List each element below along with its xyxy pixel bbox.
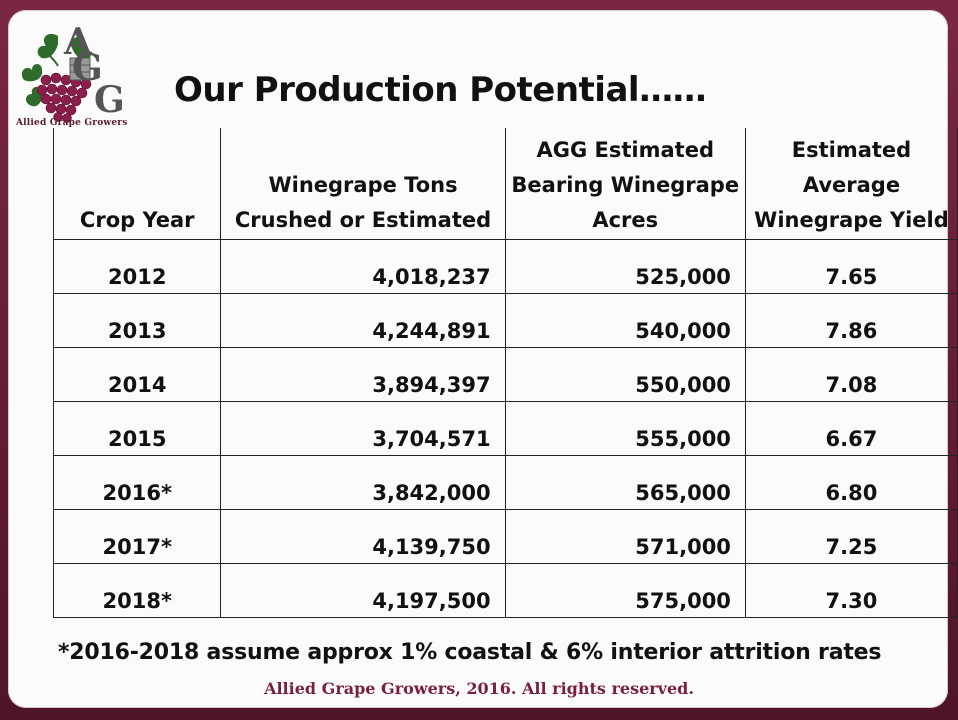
table-row: 2018* 4,197,500 575,000 7.30 (52, 563, 958, 618)
logo-letter-g1: G (72, 47, 103, 89)
logo-caption: Allied Grape Growers (16, 118, 128, 128)
cell-tons: 3,894,397 (220, 347, 506, 402)
cell-year: 2017* (52, 509, 222, 564)
cell-acres: 550,000 (504, 347, 746, 402)
header-tons: Winegrape Tons Crushed or Estimated (220, 128, 506, 240)
cell-acres: 525,000 (504, 239, 746, 294)
cell-tons: 4,139,750 (220, 509, 506, 564)
agg-logo (21, 33, 92, 123)
cell-year: 2015 (52, 401, 222, 456)
copyright-notice: Allied Grape Growers, 2016. All rights r… (264, 679, 694, 698)
cell-tons: 3,704,571 (220, 401, 506, 456)
table-row: 2012 4,018,237 525,000 7.65 (52, 239, 958, 294)
cell-year: 2016* (52, 455, 222, 510)
header-acres: AGG Estimated Bearing Winegrape Acres (504, 128, 746, 240)
page-title: Our Production Potential…… (174, 70, 707, 110)
cell-year: 2018* (52, 563, 222, 618)
header-yield: Estimated Average Winegrape Yield (744, 128, 958, 240)
cell-yield: 7.86 (744, 293, 958, 348)
cell-year: 2012 (52, 239, 222, 294)
cell-yield: 7.25 (744, 509, 958, 564)
logo-letter-a: A (64, 21, 92, 63)
cell-acres: 571,000 (504, 509, 746, 564)
cell-tons: 4,018,237 (220, 239, 506, 294)
cell-acres: 575,000 (504, 563, 746, 618)
cell-acres: 540,000 (504, 293, 746, 348)
cell-yield: 6.80 (744, 455, 958, 510)
cell-yield: 7.30 (744, 563, 958, 618)
table-row: 2013 4,244,891 540,000 7.86 (52, 293, 958, 348)
cell-year: 2014 (52, 347, 222, 402)
cell-yield: 7.08 (744, 347, 958, 402)
table-row: 2014 3,894,397 550,000 7.08 (52, 347, 958, 402)
cell-acres: 555,000 (504, 401, 746, 456)
cell-acres: 565,000 (504, 455, 746, 510)
table-row: 2017* 4,139,750 571,000 7.25 (52, 509, 958, 564)
header-crop-year: Crop Year (52, 128, 222, 240)
cell-yield: 6.67 (744, 401, 958, 456)
cell-year: 2013 (52, 293, 222, 348)
cell-yield: 7.65 (744, 239, 958, 294)
table-header-row: Crop Year Winegrape Tons Crushed or Esti… (52, 128, 958, 240)
table-row: 2016* 3,842,000 565,000 6.80 (52, 455, 958, 510)
table-row: 2015 3,704,571 555,000 6.67 (52, 401, 958, 456)
production-table: Crop Year Winegrape Tons Crushed or Esti… (52, 128, 958, 618)
logo-letter-g2: G (94, 79, 125, 121)
footnote: *2016-2018 assume approx 1% coastal & 6%… (58, 640, 882, 665)
cell-tons: 4,244,891 (220, 293, 506, 348)
cell-tons: 4,197,500 (220, 563, 506, 618)
cell-tons: 3,842,000 (220, 455, 506, 510)
